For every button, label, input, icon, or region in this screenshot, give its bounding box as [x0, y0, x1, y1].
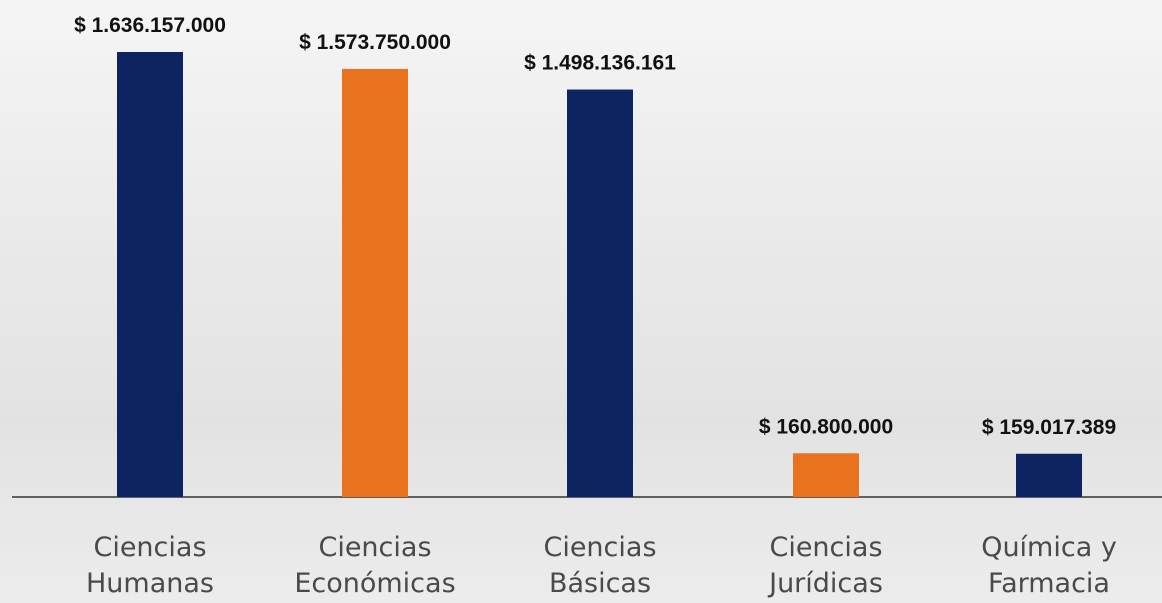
x-tick-label: Química y Farmacia — [981, 532, 1117, 599]
bar — [567, 89, 633, 497]
x-tick-label: Ciencias Económicas — [294, 532, 456, 599]
x-tick-label: Ciencias Jurídicas — [769, 532, 883, 599]
value-label: $ 160.800.000 — [759, 415, 893, 438]
bar — [117, 52, 183, 497]
value-label: $ 1.573.750.000 — [299, 31, 451, 54]
x-tick-label: Ciencias Humanas — [86, 532, 214, 599]
bar — [1016, 453, 1082, 497]
value-label: $ 159.017.389 — [982, 416, 1116, 439]
value-label: $ 1.498.136.161 — [524, 52, 676, 75]
x-tick-label: Ciencias Básicas — [543, 532, 657, 599]
bar — [342, 68, 408, 497]
value-label: $ 1.636.157.000 — [74, 14, 226, 37]
bar — [793, 453, 859, 497]
